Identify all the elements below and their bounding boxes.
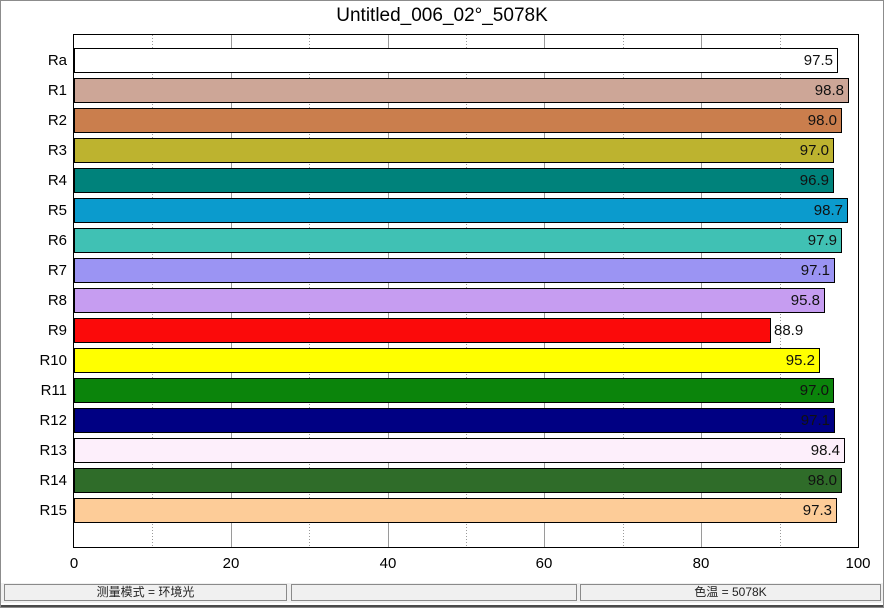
bar-value-label: 98.0 xyxy=(807,472,837,489)
plot-area: 97.5 98.8 98.0 97.0 96.9 98.7 97.9 97.1 95.8 88.9… xyxy=(73,34,859,548)
bar-row: 97.1 xyxy=(74,256,858,286)
bar-r6 xyxy=(74,228,842,253)
bar-value-label: 97.0 xyxy=(799,142,829,159)
bar-r14 xyxy=(74,468,842,493)
bar-r8 xyxy=(74,288,825,313)
bar-value-label: 98.8 xyxy=(814,82,844,99)
bar-row: 97.3 xyxy=(74,496,858,526)
category-label-r4: R4 xyxy=(47,172,67,189)
chart-title: Untitled_006_02°_5078K xyxy=(336,5,548,26)
bar-row: 98.7 xyxy=(74,196,858,226)
bar-value-label: 95.2 xyxy=(785,352,815,369)
bar-rows: 97.5 98.8 98.0 97.0 96.9 98.7 97.9 97.1 95.8 88.9… xyxy=(74,35,858,547)
bar-row: 97.0 xyxy=(74,376,858,406)
bar-value-label: 96.9 xyxy=(799,172,829,189)
x-axis-ticks: 0 20 40 60 80 100 xyxy=(69,553,871,575)
category-label-ra: Ra xyxy=(47,52,67,69)
y-axis-labels: Ra R1 R2 R3 R4 R5 R6 R7 R8 R9 R10 R11 R12 R13 R14 R15 xyxy=(1,46,67,526)
bar-r12 xyxy=(74,408,835,433)
bar-r5 xyxy=(74,198,848,223)
bar-value-label: 97.5 xyxy=(803,52,833,69)
bar-r3 xyxy=(74,138,834,163)
bar-row: 98.0 xyxy=(74,106,858,136)
category-label-r1: R1 xyxy=(47,82,67,99)
bar-r11 xyxy=(74,378,834,403)
bar-value-label: 88.9 xyxy=(774,322,804,339)
status-bar: 测量模式 = 环境光 色温 = 5078K xyxy=(1,583,883,603)
x-tick-label: 80 xyxy=(692,555,710,572)
bar-value-label: 97.9 xyxy=(807,232,837,249)
x-tick-label: 100 xyxy=(845,555,871,572)
bar-row: 95.8 xyxy=(74,286,858,316)
category-label-r7: R7 xyxy=(47,262,67,279)
bar-r4 xyxy=(74,168,834,193)
category-label-r14: R14 xyxy=(39,472,67,489)
category-label-r15: R15 xyxy=(39,502,67,519)
bar-value-label: 97.0 xyxy=(799,382,829,399)
bar-value-label: 97.3 xyxy=(802,502,832,519)
bar-r2 xyxy=(74,108,842,133)
bar-value-label: 98.7 xyxy=(813,202,843,219)
bar-row: 97.9 xyxy=(74,226,858,256)
bar-row: 97.5 xyxy=(74,46,858,76)
bar-r13 xyxy=(74,438,845,463)
x-tick-label: 40 xyxy=(379,555,397,572)
status-measurement-mode: 测量模式 = 环境光 xyxy=(4,584,287,601)
category-label-r9: R9 xyxy=(47,322,67,339)
bar-ra xyxy=(74,48,838,73)
bar-r10 xyxy=(74,348,820,373)
bar-value-label: 97.1 xyxy=(800,262,830,279)
bar-row: 98.4 xyxy=(74,436,858,466)
status-middle-empty xyxy=(291,584,577,601)
bar-value-label: 98.0 xyxy=(807,112,837,129)
bar-value-label: 95.8 xyxy=(790,292,820,309)
bar-value-label: 97.1 xyxy=(800,412,830,429)
category-label-r12: R12 xyxy=(39,412,67,429)
category-label-r3: R3 xyxy=(47,142,67,159)
bar-value-label: 98.4 xyxy=(810,442,840,459)
x-tick-label: 0 xyxy=(69,555,79,572)
bar-row: 97.0 xyxy=(74,136,858,166)
bar-r15 xyxy=(74,498,837,523)
status-color-temperature: 色温 = 5078K xyxy=(580,584,881,601)
bar-r7 xyxy=(74,258,835,283)
bar-row: 95.2 xyxy=(74,346,858,376)
x-tick-label: 20 xyxy=(222,555,240,572)
category-label-r5: R5 xyxy=(47,202,67,219)
category-label-r10: R10 xyxy=(39,352,67,369)
bar-row: 88.9 xyxy=(74,316,858,346)
category-label-r13: R13 xyxy=(39,442,67,459)
bar-row: 96.9 xyxy=(74,166,858,196)
bar-r1 xyxy=(74,78,849,103)
window-bottom-edge xyxy=(1,605,883,607)
bar-row: 98.8 xyxy=(74,76,858,106)
category-label-r11: R11 xyxy=(40,382,67,399)
bar-row: 97.1 xyxy=(74,406,858,436)
category-label-r6: R6 xyxy=(47,232,67,249)
bar-r9 xyxy=(74,318,771,343)
x-tick-label: 60 xyxy=(535,555,553,572)
category-label-r8: R8 xyxy=(47,292,67,309)
category-label-r2: R2 xyxy=(47,112,67,129)
bar-row: 98.0 xyxy=(74,466,858,496)
